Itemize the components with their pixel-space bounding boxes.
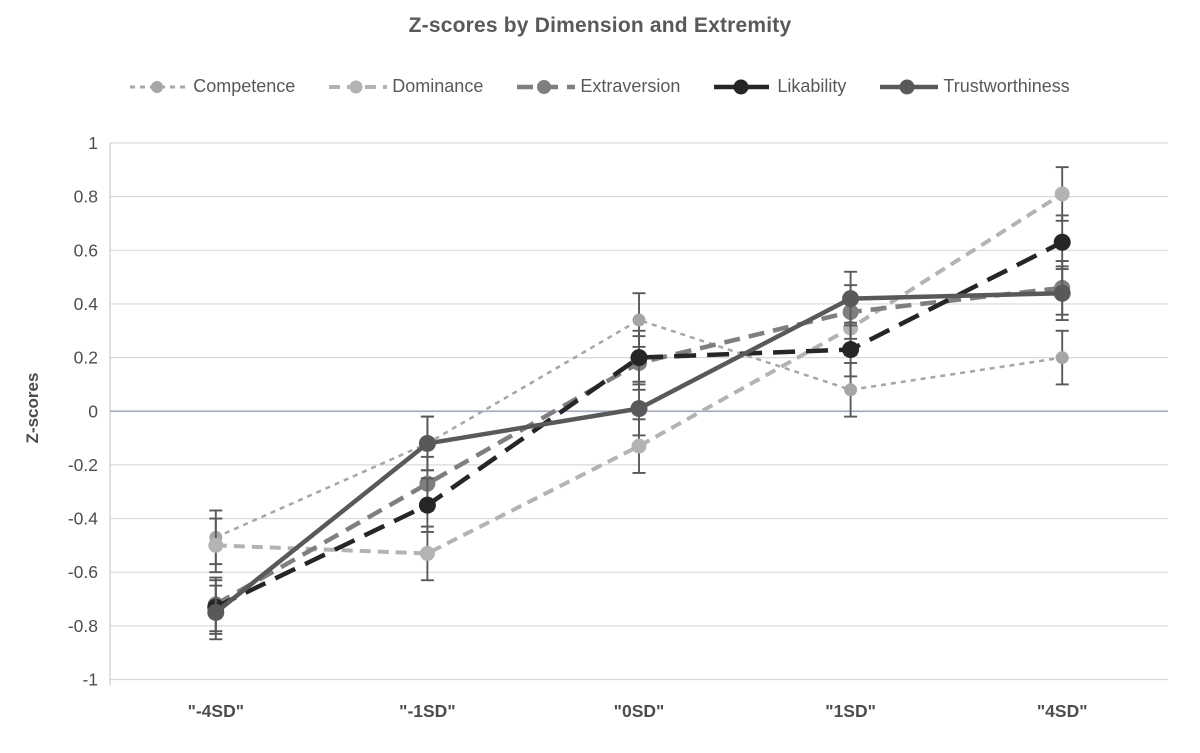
y-tick-label: -0.6	[68, 562, 98, 582]
data-point-dominance	[1054, 186, 1070, 202]
legend-marker-competence	[151, 80, 164, 93]
data-point-dominance	[419, 545, 435, 561]
x-tick-label: "0SD"	[614, 701, 665, 721]
data-point-trustworthiness	[1053, 284, 1071, 302]
legend-label-extraversion: Extraversion	[580, 76, 681, 96]
legend-item-dominance: Dominance	[329, 76, 483, 97]
legend-line-sample-dominance	[329, 80, 388, 93]
data-point-trustworthiness	[418, 434, 436, 452]
legend-label-competence: Competence	[193, 76, 296, 96]
data-point-trustworthiness	[842, 290, 860, 308]
legend-label-trustworthiness: Trustworthiness	[943, 76, 1070, 96]
data-point-likability	[842, 341, 860, 359]
chart-title: Z-scores by Dimension and Extremity	[408, 14, 792, 37]
data-point-competence	[632, 313, 646, 327]
legend-line-sample-competence	[130, 80, 189, 93]
data-point-competence	[1055, 351, 1069, 365]
legend-line-sample-likability	[714, 79, 773, 94]
y-tick-label: 0.2	[74, 348, 98, 368]
legend-item-trustworthiness: Trustworthiness	[880, 76, 1070, 97]
data-point-dominance	[631, 438, 647, 454]
data-point-likability	[630, 349, 648, 367]
legend-label-dominance: Dominance	[392, 76, 484, 96]
x-tick-label: "1SD"	[825, 701, 876, 721]
legend-marker-likability	[733, 79, 749, 94]
data-point-likability	[418, 496, 436, 514]
y-tick-label: 1	[88, 133, 98, 153]
data-point-trustworthiness	[630, 400, 648, 418]
y-tick-label: 0.4	[74, 294, 99, 314]
x-tick-label: "-4SD"	[188, 701, 244, 721]
legend-marker-trustworthiness	[899, 79, 915, 94]
legend-line-sample-extraversion	[517, 79, 576, 94]
series-line-competence	[215, 318, 1063, 539]
data-point-dominance	[208, 537, 224, 553]
legend-item-competence: Competence	[130, 76, 295, 97]
legend-label-likability: Likability	[777, 76, 847, 96]
y-tick-label: -0.2	[68, 455, 98, 475]
series-line-dominance	[215, 192, 1064, 556]
y-tick-label: 0.6	[74, 240, 98, 260]
y-tick-label: -0.8	[68, 616, 98, 636]
legend-item-likability: Likability	[714, 76, 846, 97]
y-tick-label: -0.4	[68, 509, 98, 529]
chart-legend: Competence Dominance Extraversion Likabilit…	[0, 76, 1200, 97]
data-point-competence	[844, 383, 858, 397]
y-tick-label: 0	[88, 401, 98, 421]
y-tick-label: 0.8	[74, 187, 98, 207]
legend-line-sample-trustworthiness	[880, 79, 939, 94]
legend-item-extraversion: Extraversion	[517, 76, 680, 97]
legend-marker-dominance	[349, 80, 363, 93]
x-tick-label: "4SD"	[1037, 701, 1088, 721]
data-point-trustworthiness	[207, 603, 225, 621]
y-tick-label: -1	[82, 670, 98, 690]
x-tick-label: "-1SD"	[399, 701, 455, 721]
data-point-likability	[1053, 233, 1071, 251]
legend-marker-extraversion	[537, 79, 552, 94]
